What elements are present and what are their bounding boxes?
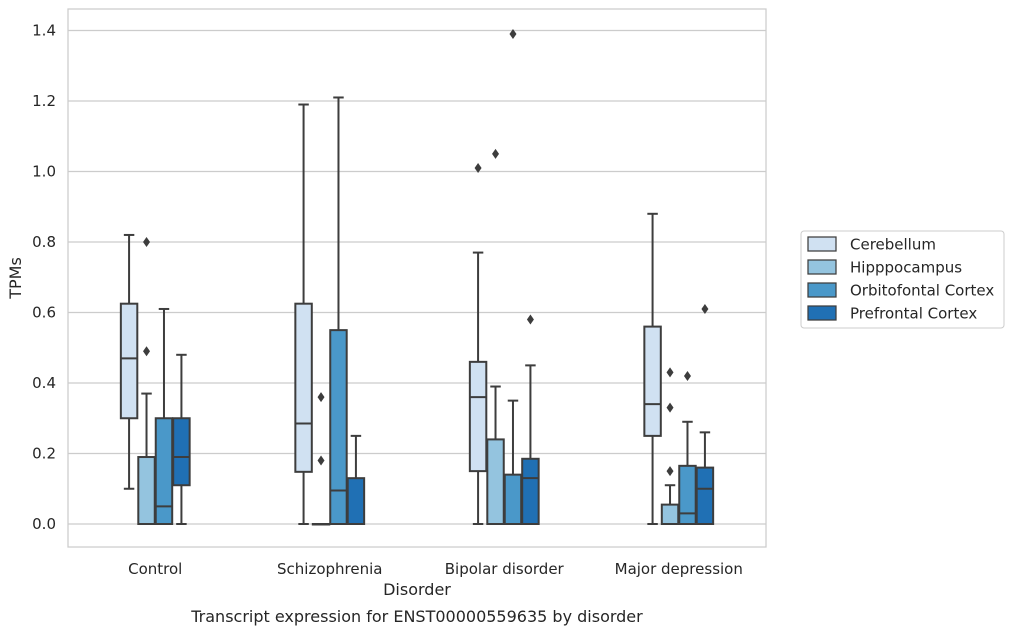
y-tick-label: 1.4 (32, 22, 56, 40)
outlier-point (666, 466, 674, 477)
box-plot (294, 103, 313, 525)
outlier-point (701, 303, 709, 314)
outlier-point (526, 314, 534, 325)
legend-swatch (807, 305, 837, 321)
box-body (154, 417, 174, 525)
box-body (172, 417, 191, 487)
y-tick-label: 0.0 (32, 515, 56, 533)
legend: Cerebellum Hipppocampus Orbitofontal Corte… (800, 230, 1005, 329)
x-tick-label: Control (128, 560, 182, 578)
y-tick-label: 0.4 (32, 374, 56, 392)
box-body (119, 302, 139, 420)
box-plot (468, 162, 488, 525)
x-tick-labels: Control Schizophrenia Bipolar disorder Majo… (128, 560, 743, 578)
box-body (643, 325, 662, 437)
legend-swatch (807, 259, 837, 275)
legend-label: Hipppocampus (850, 259, 962, 277)
box-body (695, 466, 715, 526)
box-body (503, 473, 523, 525)
legend-label: Cerebellum (850, 236, 936, 254)
box-plot (172, 353, 191, 525)
box-body (137, 456, 156, 525)
box-plot (346, 434, 366, 525)
outlier-point (492, 148, 500, 159)
box-plot (521, 314, 540, 526)
box-body (468, 360, 488, 473)
x-tick-label: Schizophrenia (277, 560, 382, 578)
legend-label: Prefrontal Cortex (850, 305, 977, 323)
y-tick-labels: 0.0 0.2 0.4 0.6 0.8 1.0 1.2 1.4 (32, 22, 56, 534)
box-plot (660, 367, 680, 525)
legend-swatch (807, 236, 837, 252)
box-body (346, 477, 366, 525)
box-plot (486, 148, 505, 525)
box-body (329, 329, 348, 525)
box-body (294, 302, 313, 473)
box-body (486, 438, 505, 525)
box-body (678, 464, 697, 525)
box-groups (119, 29, 715, 526)
outlier-point (666, 367, 674, 378)
outlier-point (666, 402, 674, 413)
outlier-point (509, 29, 517, 40)
y-axis-title: TPMs (6, 257, 25, 300)
x-tick-label: Bipolar disorder (445, 560, 565, 578)
box-plot (154, 307, 174, 525)
box-plot (137, 237, 156, 525)
box-body (660, 503, 680, 525)
box-plot (119, 233, 139, 490)
y-tick-label: 1.2 (32, 92, 56, 110)
outlier-point (317, 455, 325, 466)
box-plot (643, 212, 662, 525)
box-body (521, 457, 540, 526)
outlier-point (143, 346, 151, 357)
box-plot (311, 392, 331, 526)
outlier-point (317, 392, 325, 403)
x-tick-label: Major depression (615, 560, 743, 578)
outlier-point (474, 162, 482, 173)
outlier-point (143, 237, 151, 247)
y-tick-label: 1.0 (32, 163, 56, 181)
outlier-point (683, 370, 691, 381)
y-tick-label: 0.8 (32, 233, 56, 251)
plot-frame (67, 8, 767, 548)
box-plot (695, 303, 715, 526)
box-plot (329, 96, 348, 525)
x-axis-title: Disorder (383, 580, 451, 599)
legend-swatch (807, 282, 837, 298)
chart-caption: Transcript expression for ENST0000055963… (190, 607, 643, 626)
legend-frame (800, 230, 1005, 329)
y-tick-label: 0.2 (32, 445, 56, 463)
y-tick-label: 0.6 (32, 304, 56, 322)
legend-label: Orbitofontal Cortex (850, 282, 994, 300)
